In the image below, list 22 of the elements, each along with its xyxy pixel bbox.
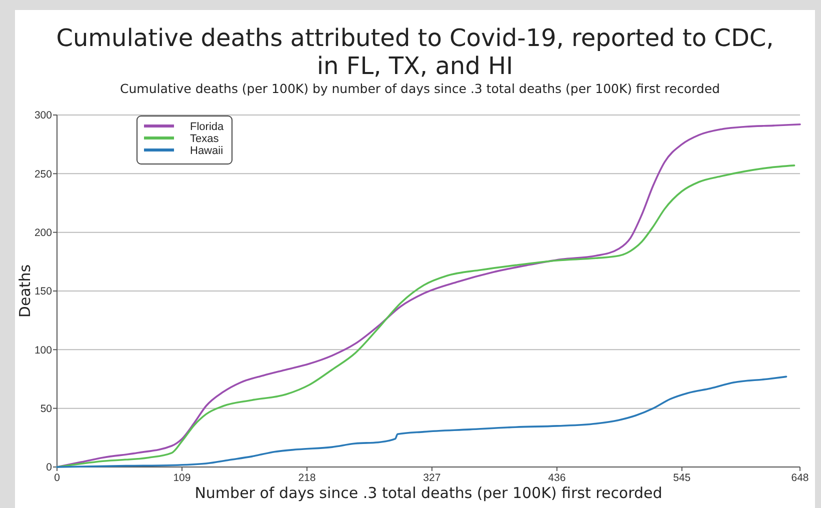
line-series [56,376,788,468]
y-tick-label: 150 [34,286,52,298]
legend-label: Texas [190,132,220,145]
x-axis-title: Number of days since .3 total deaths (per 100K) first recorded [194,484,662,502]
y-tick-label: 50 [40,403,52,416]
x-tick-label: 327 [423,472,441,484]
chart-subtitle: Cumulative deaths (per 100K) by number of days since .3 total deaths (per 100K) first recorded [120,81,720,96]
y-tick-label: 200 [34,227,52,240]
legend-label: Hawaii [190,144,224,157]
y-tick-label: 100 [34,344,52,356]
x-tick-label: 545 [673,472,691,484]
x-tick-label: 436 [548,472,566,484]
x-tick-label: 0 [54,472,60,484]
chart-title: Cumulative deaths attributed to Covid-19, reported to CDC, in FL, TX, and HI [56,24,774,80]
y-tick-label: 0 [46,462,52,474]
x-tick-label: 218 [298,472,316,484]
y-tick-label: 250 [34,168,52,180]
x-tick-label: 648 [791,472,809,484]
y-axis-title: Deaths [16,264,34,318]
x-tick-label: 109 [173,472,191,484]
legend-label: Florida [190,120,225,133]
y-tick-label: 300 [34,110,52,122]
